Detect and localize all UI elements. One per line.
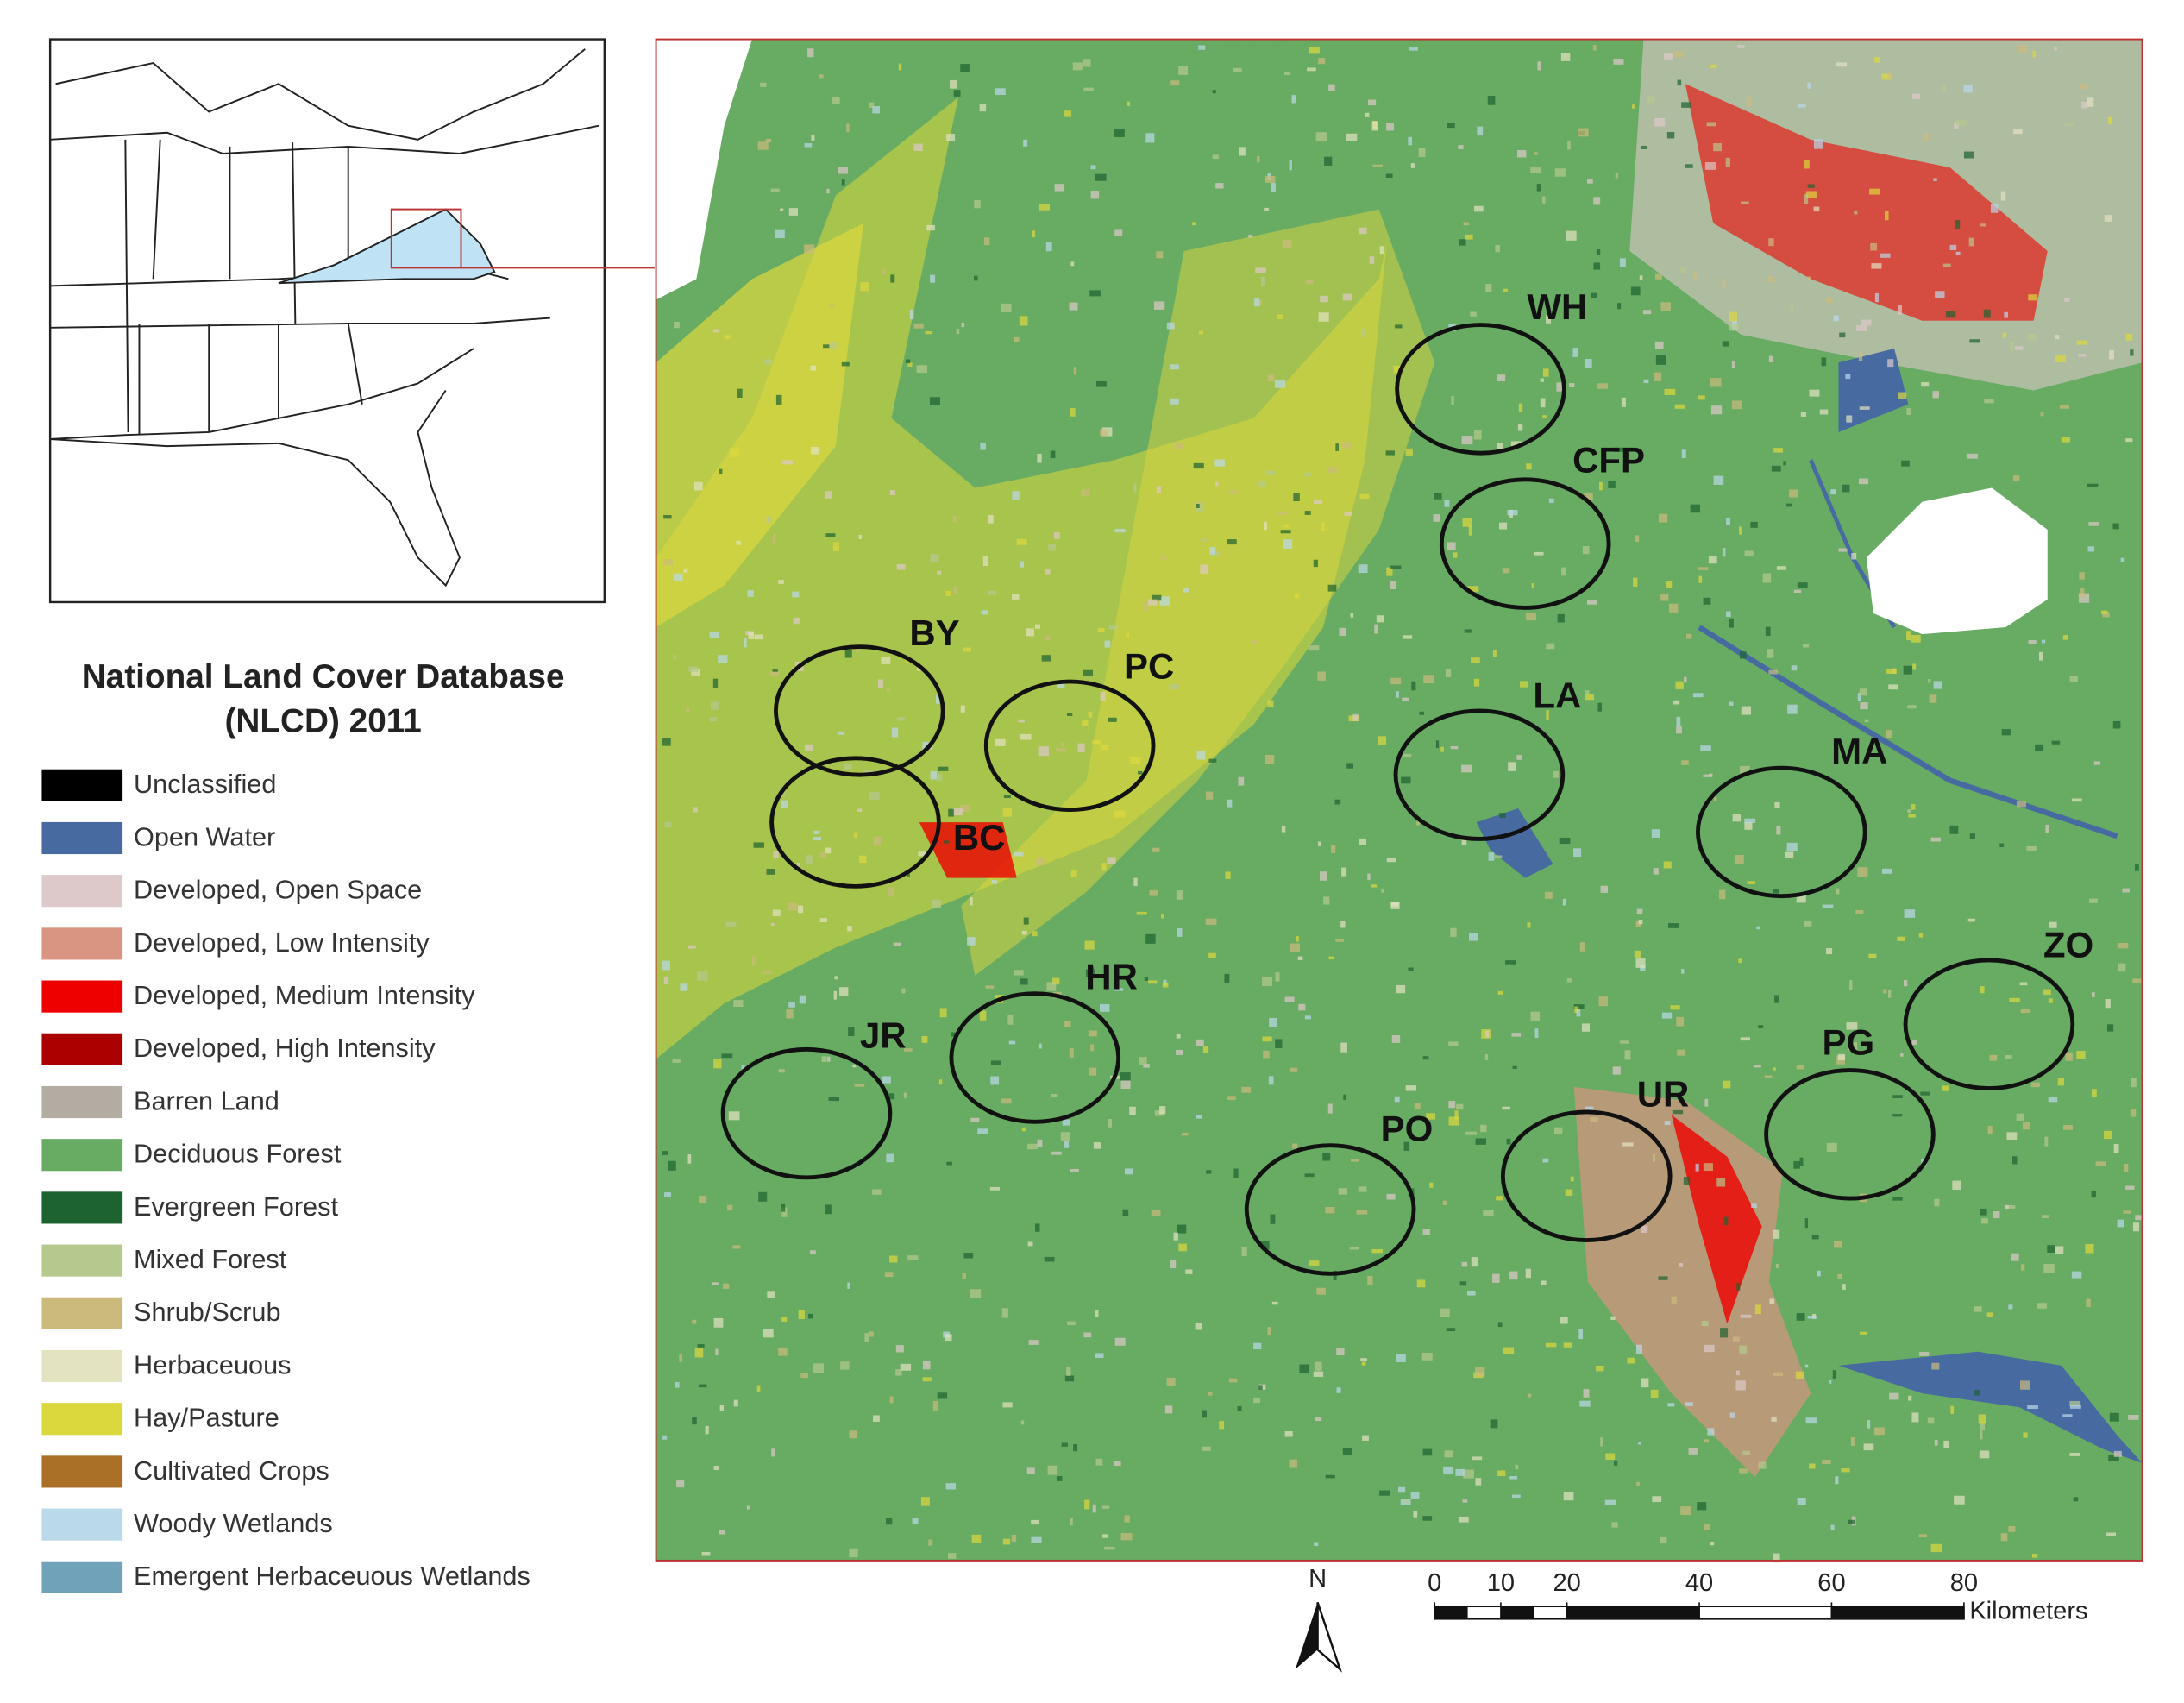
site-label: PG — [1823, 1022, 1875, 1063]
inset-map — [48, 38, 655, 604]
legend: Unclassified Open Water Developed, Open Sp… — [41, 769, 530, 1593]
legend-label: Barren Land — [134, 1085, 279, 1115]
legend-swatch — [41, 821, 123, 855]
site-circle — [1244, 1143, 1416, 1276]
scale-segment — [1434, 1606, 1468, 1619]
scale-tick-label: 60 — [1817, 1569, 1845, 1597]
site-label: PO — [1381, 1109, 1434, 1149]
site-label: HR — [1085, 957, 1138, 997]
scale-segment — [1500, 1606, 1534, 1619]
scale-unit: Kilometers — [1969, 1597, 2087, 1624]
legend-label: Emergent Herbaceuous Wetlands — [134, 1561, 530, 1591]
legend-swatch — [41, 1297, 123, 1329]
site-circle — [1500, 1109, 1673, 1242]
site-label: PC — [1124, 646, 1174, 687]
site-circle — [1764, 1068, 1936, 1201]
scale-segment — [1566, 1606, 1700, 1620]
legend-label: Evergreen Forest — [134, 1191, 338, 1222]
legend-label: Shrub/Scrub — [134, 1297, 281, 1327]
north-label: N — [1309, 1565, 1327, 1593]
legend-swatch — [41, 875, 123, 908]
site-circle — [949, 991, 1121, 1124]
legend-label: Developed, High Intensity — [134, 1033, 436, 1063]
legend-swatch — [41, 1191, 123, 1224]
study-sites: WH CFP BY PC BC LA MA ZO HR JR PG UR PO — [720, 286, 2093, 1276]
legend-label: Unclassified — [134, 769, 276, 799]
legend-swatch — [41, 1085, 123, 1119]
legend-swatch — [41, 980, 123, 1013]
legend-label: Developed, Open Space — [134, 875, 422, 905]
site-circle — [769, 756, 941, 889]
legend-title: (NLCD) 2011 — [224, 703, 421, 740]
legend-label: Herbaceuous — [134, 1349, 291, 1379]
legend-swatch — [41, 1561, 123, 1593]
scale-tick-label: 0 — [1428, 1569, 1441, 1597]
site-circle — [720, 1046, 893, 1180]
site-circle — [1395, 323, 1566, 456]
site-circle — [1439, 477, 1611, 610]
site-label: LA — [1533, 675, 1581, 715]
site-label: JR — [860, 1015, 907, 1055]
site-label: BY — [909, 613, 959, 653]
legend-swatch — [41, 1508, 123, 1541]
legend-title: National Land Cover Database — [82, 658, 565, 695]
site-label: ZO — [2043, 925, 2093, 965]
north-arrow: N — [1295, 1565, 1342, 1673]
legend-swatch — [41, 1139, 123, 1172]
legend-swatch — [41, 1455, 123, 1488]
site-label: UR — [1637, 1073, 1690, 1114]
scale-segment — [1830, 1606, 1965, 1620]
legend-label: Hay/Pasture — [134, 1403, 279, 1433]
site-label: MA — [1831, 731, 1887, 771]
site-label: WH — [1527, 286, 1587, 327]
site-circle — [1903, 958, 2075, 1090]
scale-tick-label: 20 — [1553, 1569, 1580, 1597]
legend-label: Open Water — [134, 821, 275, 852]
site-circle — [774, 644, 945, 777]
legend-label: Cultivated Crops — [134, 1455, 329, 1486]
legend-label: Developed, Low Intensity — [134, 927, 430, 958]
legend-label: Developed, Medium Intensity — [134, 980, 475, 1010]
site-circle — [1696, 765, 1867, 899]
legend-swatch — [41, 1244, 123, 1277]
land-cover-map — [655, 38, 2144, 1563]
legend-label: Deciduous Forest — [134, 1139, 342, 1169]
legend-label: Mixed Forest — [134, 1244, 287, 1274]
legend-swatch — [41, 769, 123, 801]
scale-tick-label: 80 — [1950, 1569, 1978, 1597]
scale-segment — [1698, 1606, 1833, 1620]
legend-swatch — [41, 1349, 123, 1383]
legend-swatch — [41, 1403, 123, 1436]
legend-swatch — [41, 927, 123, 960]
legend-label: Woody Wetlands — [134, 1508, 333, 1538]
site-circle — [983, 679, 1156, 812]
scale-tick-label: 10 — [1487, 1569, 1515, 1597]
site-circle — [1393, 708, 1566, 841]
site-label: CFP — [1572, 440, 1645, 481]
legend-swatch — [41, 1033, 123, 1065]
scale-tick-label: 40 — [1685, 1569, 1713, 1597]
site-label: BC — [953, 817, 1006, 858]
